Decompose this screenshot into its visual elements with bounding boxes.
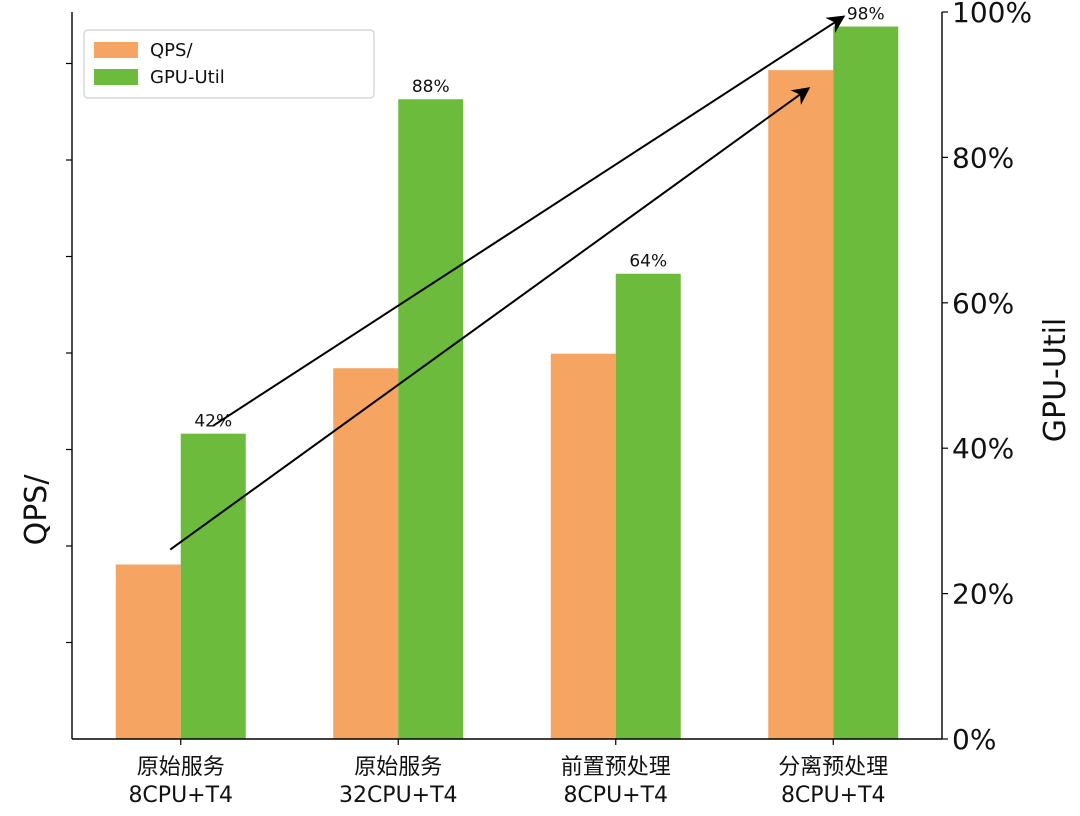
y-right-tick-label-4: 80% [952,141,1014,174]
y-right-tick-label-2: 40% [952,432,1014,465]
data-label-gpu-util-3: 98% [847,5,885,25]
legend-label-0: QPS/ [150,40,193,61]
labels-layer: 42% 原始服务 8CPU+T4 88% 原始服务 32CPU+T4 64% 前置预处理 8CP… [19,0,1073,808]
bar-gpu-util-0 [180,433,246,739]
data-label-gpu-util-1: 88% [412,77,450,97]
data-label-gpu-util-0: 42% [194,412,232,432]
x-tick-label-0-1: 8CPU+T4 [128,783,233,808]
bar-qps-2 [550,353,616,739]
y-axis-right-title: GPU-Util [1038,318,1073,443]
trend-arrow-0 [169,87,811,551]
legend-swatch-1 [94,69,138,85]
x-tick-label-3-0: 分离预处理 [778,755,888,780]
x-tick-label-1-1: 32CPU+T4 [339,783,458,808]
bar-gpu-util-3 [833,26,899,740]
axes-layer [66,11,948,745]
y-right-tick-label-5: 100% [952,0,1032,29]
x-tick-label-1-0: 原始服务 [354,755,442,780]
bar-qps-3 [768,70,834,739]
x-tick-label-2-0: 前置预处理 [561,755,671,780]
x-tick-label-2-1: 8CPU+T4 [563,783,668,808]
legend-label-1: GPU-Util [150,67,225,88]
y-right-tick-label-3: 60% [952,287,1014,320]
bar-qps-1 [333,368,399,739]
y-right-tick-label-0: 0% [952,723,996,756]
bar-gpu-util-1 [398,99,464,740]
bars-layer [115,26,899,740]
y-axis-left-title: QPS/ [19,474,54,546]
trend-arrows [169,15,846,551]
legend-swatch-0 [94,42,138,58]
data-label-gpu-util-2: 64% [629,252,667,272]
bar-gpu-util-2 [615,273,681,739]
x-tick-label-0-0: 原始服务 [137,755,225,780]
legend-box [83,29,375,99]
y-right-tick-label-1: 20% [952,578,1014,611]
bar-qps-0 [115,564,181,739]
x-tick-label-3-1: 8CPU+T4 [781,783,886,808]
trend-arrow-1 [212,15,846,427]
legend: QPS/GPU-Util [83,29,375,99]
